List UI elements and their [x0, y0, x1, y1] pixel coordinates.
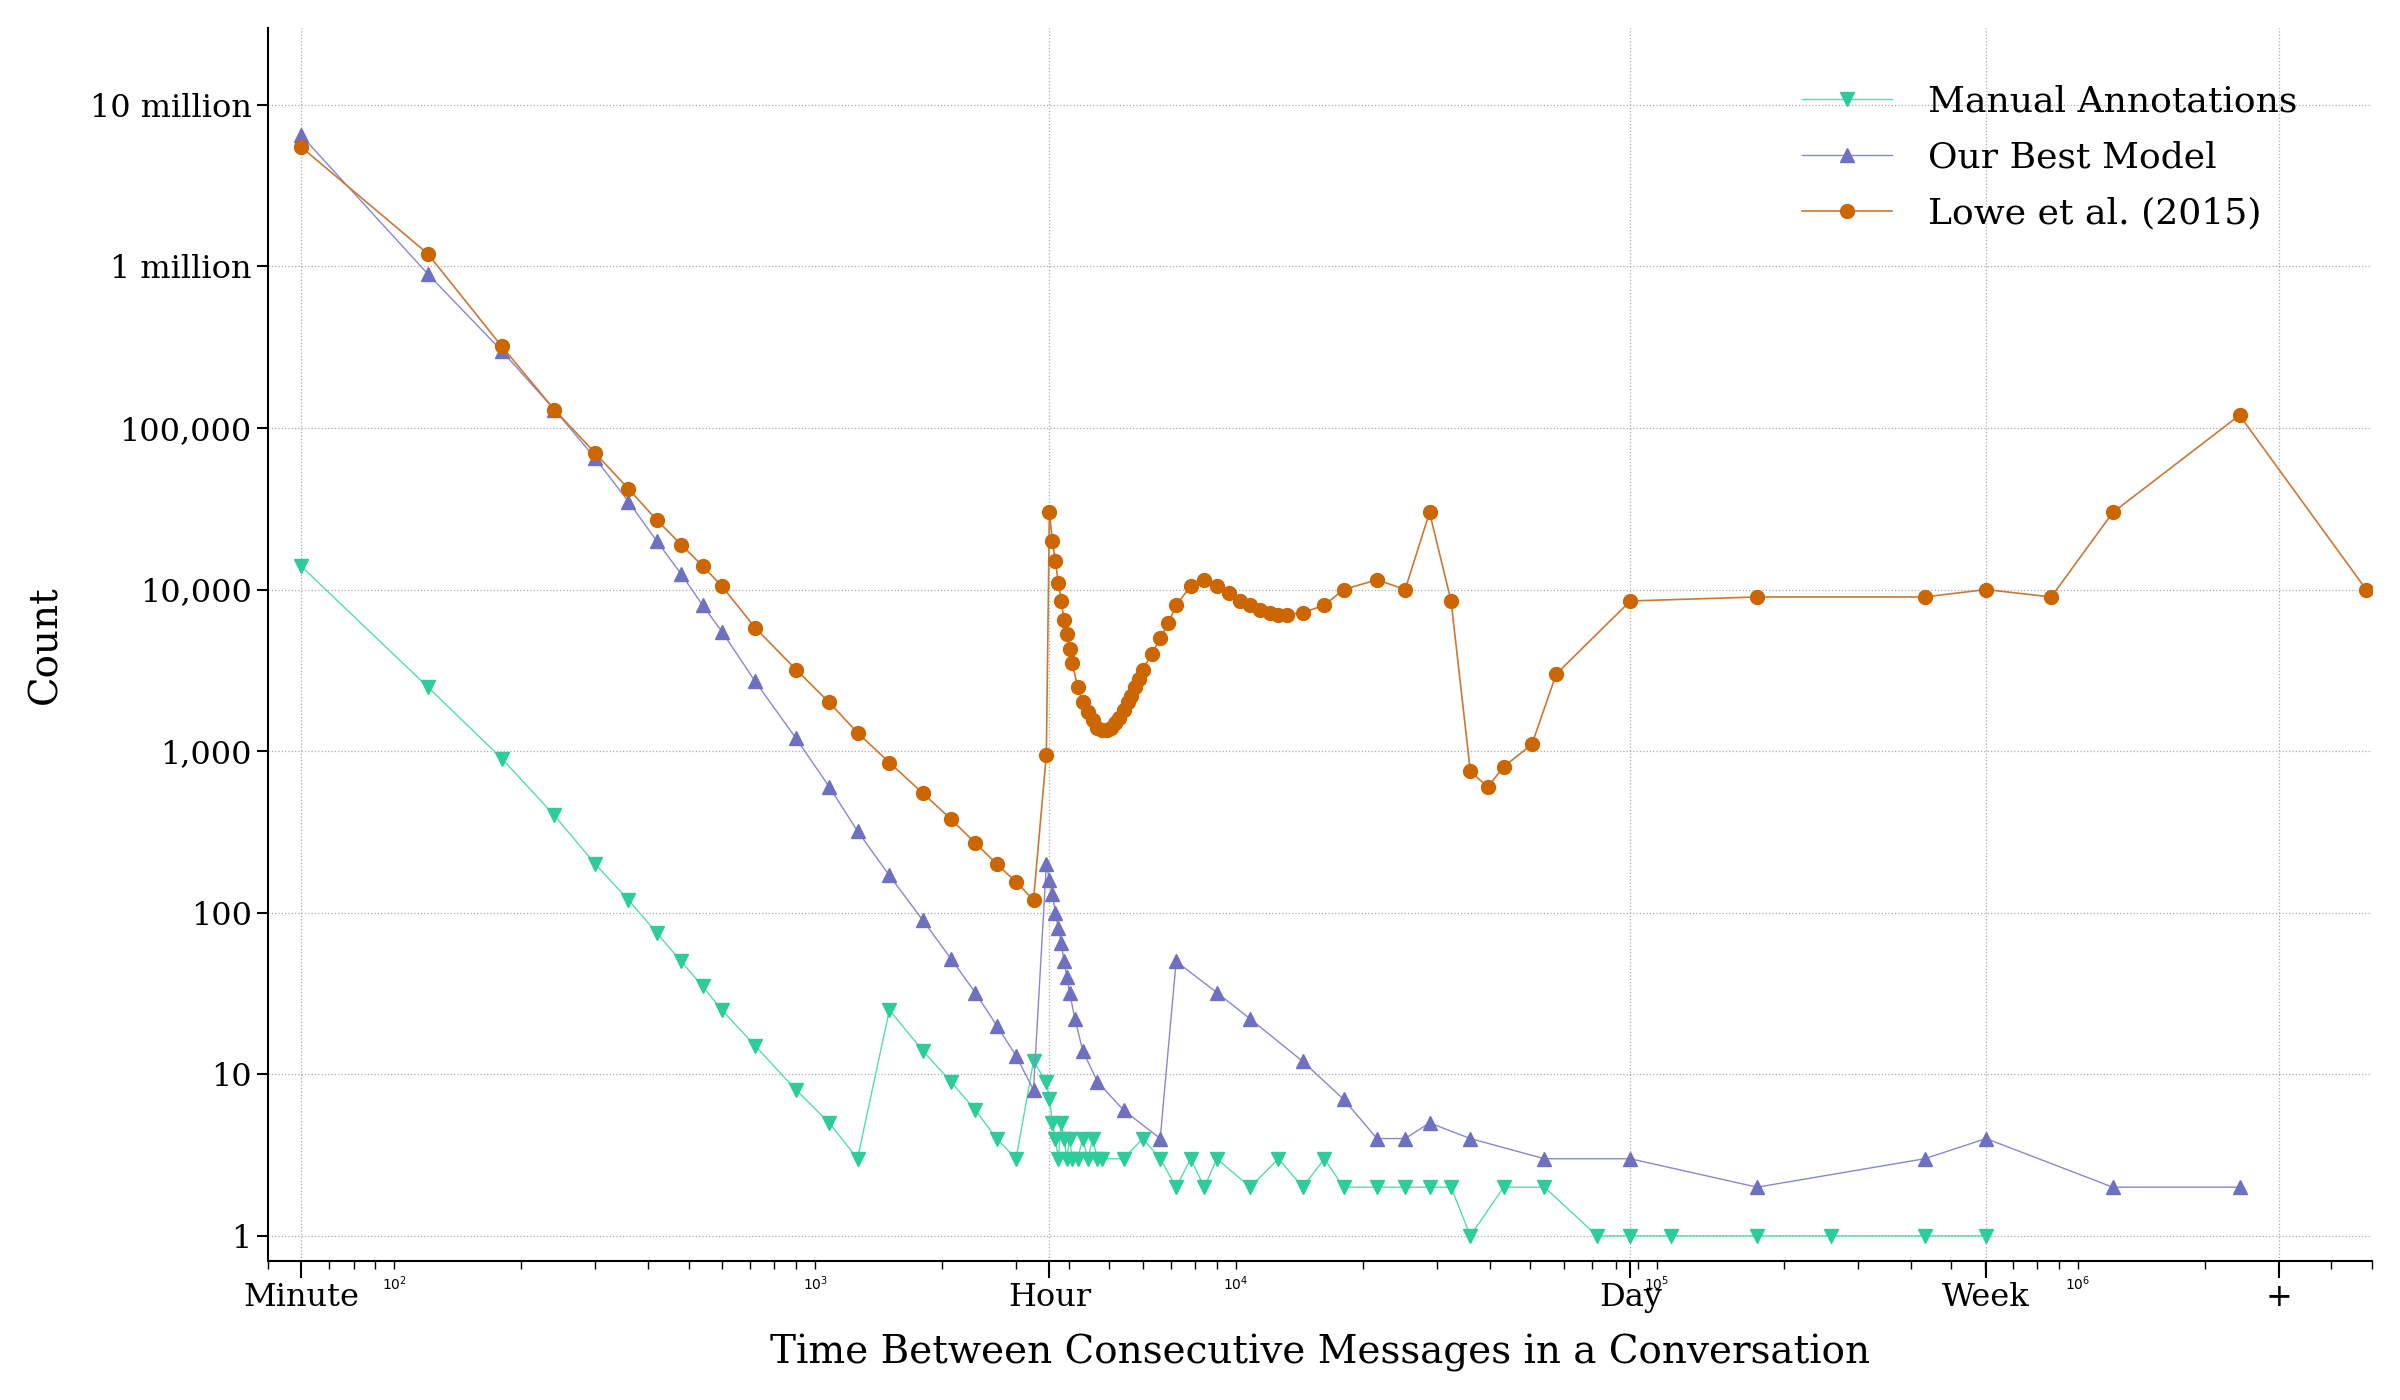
Our Best Model	[936, 951, 965, 967]
Lowe et al. (2015)	[1615, 592, 1644, 609]
Lowe et al. (2015)	[1176, 578, 1205, 595]
Manual Annotations	[1063, 1151, 1092, 1168]
Manual Annotations	[960, 1102, 989, 1119]
Manual Annotations	[1910, 1228, 1939, 1245]
Our Best Model	[782, 729, 811, 746]
Legend: Manual Annotations, Our Best Model, Lowe et al. (2015): Manual Annotations, Our Best Model, Lowe…	[1788, 70, 2311, 245]
Manual Annotations	[1457, 1228, 1486, 1245]
X-axis label: Time Between Consecutive Messages in a Conversation: Time Between Consecutive Messages in a C…	[770, 1334, 1870, 1372]
Lowe et al. (2015)	[1272, 606, 1301, 623]
Manual Annotations	[1973, 1228, 2002, 1245]
Lowe et al. (2015)	[1490, 759, 1519, 776]
Manual Annotations	[286, 557, 314, 574]
Lowe et al. (2015)	[1416, 504, 1445, 521]
Our Best Model	[286, 126, 314, 143]
Line: Lowe et al. (2015): Lowe et al. (2015)	[295, 140, 2374, 907]
Our Best Model	[907, 911, 936, 928]
Line: Our Best Model: Our Best Model	[295, 129, 2246, 1194]
Our Best Model	[1109, 1102, 1138, 1119]
Y-axis label: Count: Count	[29, 585, 65, 704]
Lowe et al. (2015)	[1020, 892, 1049, 909]
Our Best Model	[2225, 1179, 2254, 1196]
Our Best Model	[2098, 1179, 2126, 1196]
Manual Annotations	[1001, 1151, 1030, 1168]
Lowe et al. (2015)	[1126, 671, 1154, 687]
Our Best Model	[1202, 984, 1231, 1001]
Manual Annotations	[1056, 1130, 1085, 1147]
Manual Annotations	[1202, 1151, 1231, 1168]
Line: Manual Annotations: Manual Annotations	[295, 559, 1992, 1243]
Our Best Model	[1742, 1179, 1771, 1196]
Lowe et al. (2015)	[2352, 581, 2381, 598]
Lowe et al. (2015)	[286, 139, 314, 155]
